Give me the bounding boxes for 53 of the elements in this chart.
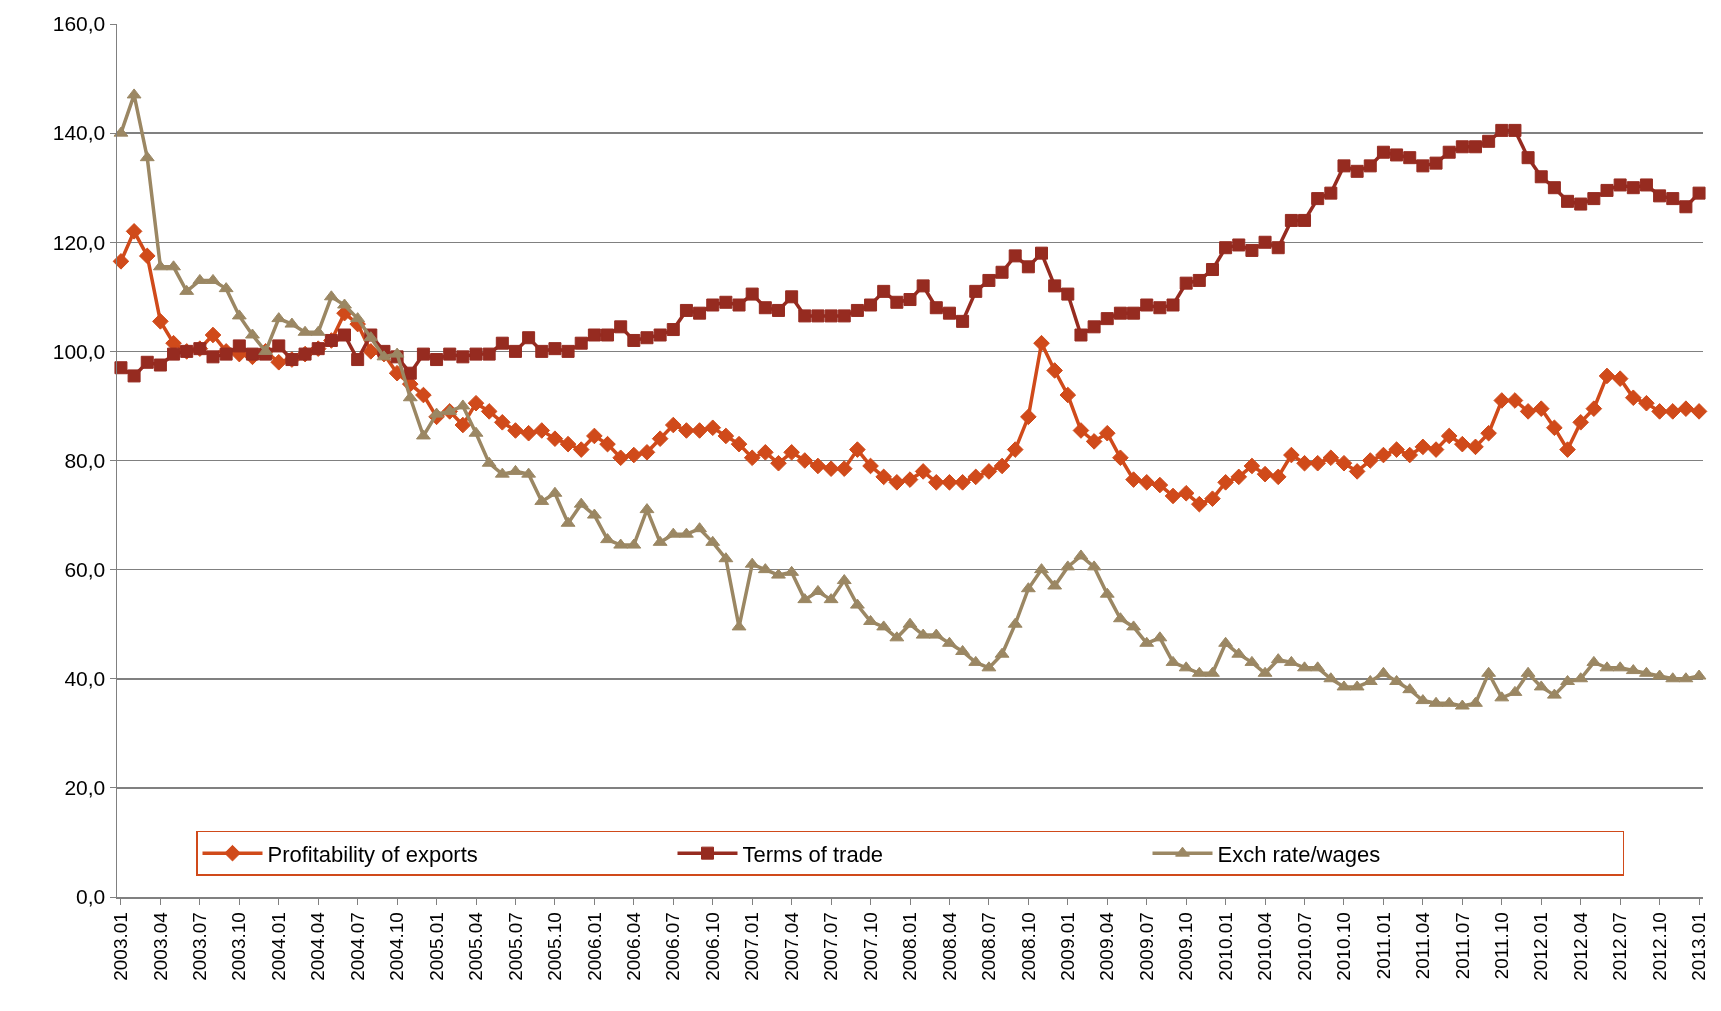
x-tick-label: 2010.04	[1254, 911, 1276, 981]
x-tick-label: 2009.07	[1135, 912, 1157, 981]
x-tick-label: 2007.04	[780, 911, 802, 981]
x-tick-label: 2009.10	[1175, 912, 1197, 981]
x-tick-label: 2011.07	[1451, 912, 1473, 980]
y-tick-label: 100,0	[52, 339, 106, 363]
x-tick-label: 2004.07	[346, 912, 368, 981]
x-tick-label: 2003.10	[228, 912, 250, 981]
y-tick-label: 0,0	[76, 885, 106, 909]
y-tick-label: 40,0	[64, 667, 106, 691]
x-tick-label: 2009.04	[1096, 911, 1118, 981]
legend-label: Terms of trade	[742, 841, 884, 867]
x-tick-label: 2007.01	[741, 912, 763, 981]
x-tick-label: 2006.10	[701, 912, 723, 981]
x-tick-label: 2005.07	[504, 912, 526, 981]
legend-label: Profitability of exports	[267, 841, 478, 867]
x-tick-label: 2012.04	[1569, 911, 1591, 981]
x-tick-label: 2010.07	[1293, 912, 1315, 981]
y-tick-label: 140,0	[52, 121, 106, 145]
y-tick-label: 80,0	[64, 448, 106, 472]
x-tick-label: 2008.01	[899, 912, 921, 981]
x-tick-label: 2008.04	[938, 911, 960, 981]
x-tick-label: 2005.04	[465, 911, 487, 981]
x-tick-label: 2010.01	[1214, 912, 1236, 981]
x-tick-label: 2009.01	[1056, 912, 1078, 981]
y-tick-label: 120,0	[52, 230, 106, 254]
x-tick-label: 2012.10	[1648, 912, 1670, 981]
x-tick-label: 2013.01	[1688, 912, 1710, 981]
x-tick-label: 2011.10	[1490, 912, 1512, 980]
y-tick-label: 160,0	[52, 12, 106, 36]
legend-label: Exch rate/wages	[1217, 841, 1381, 867]
x-tick-label: 2010.10	[1333, 912, 1355, 981]
x-tick-label: 2004.10	[386, 912, 408, 981]
x-tick-label: 2005.01	[425, 912, 447, 981]
x-tick-label: 2003.01	[110, 912, 132, 981]
x-tick-label: 2006.01	[583, 912, 605, 981]
x-tick-label: 2008.07	[978, 912, 1000, 981]
x-tick-label: 2004.01	[267, 912, 289, 981]
y-tick-label: 20,0	[64, 776, 106, 800]
x-tick-label: 2007.07	[820, 912, 842, 981]
x-tick-label: 2004.04	[307, 911, 329, 981]
y-tick-label: 60,0	[64, 557, 106, 581]
x-tick-label: 2006.07	[662, 912, 684, 981]
x-tick-label: 2011.04	[1412, 911, 1434, 980]
x-tick-label: 2003.07	[189, 912, 211, 981]
x-tick-label: 2011.01	[1372, 912, 1394, 980]
x-tick-label: 2005.10	[544, 912, 566, 981]
x-tick-label: 2006.04	[623, 911, 645, 981]
x-tick-label: 2003.04	[149, 911, 171, 981]
x-tick-label: 2012.07	[1609, 912, 1631, 981]
x-tick-label: 2007.10	[859, 912, 881, 981]
x-tick-label: 2008.10	[1017, 912, 1039, 981]
x-tick-label: 2012.01	[1530, 912, 1552, 981]
